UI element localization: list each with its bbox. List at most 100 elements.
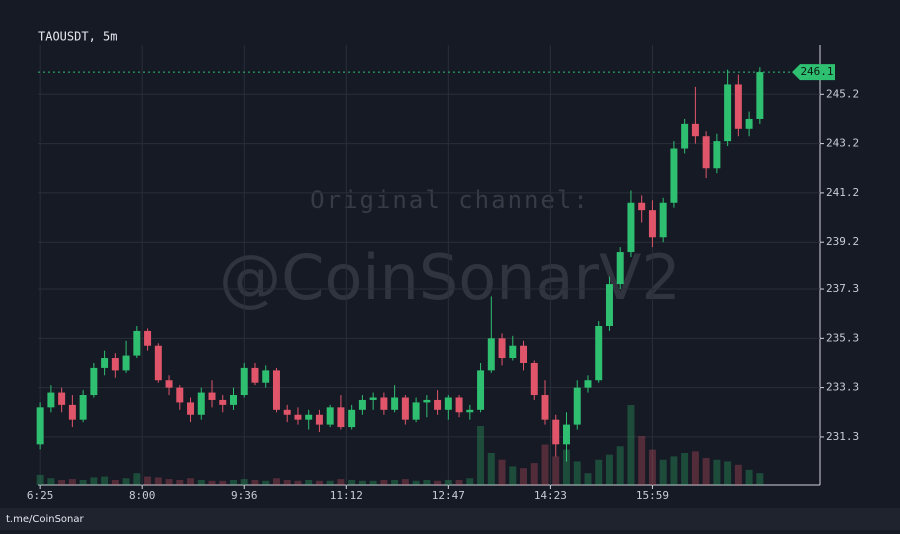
- y-tick-label: 233.3: [826, 381, 859, 394]
- candle-body: [487, 338, 495, 371]
- candle-body: [122, 355, 130, 371]
- candle-body: [337, 407, 345, 428]
- candle-body: [412, 402, 420, 420]
- volume-bar: [101, 476, 109, 485]
- volume-bar: [144, 476, 152, 485]
- volume-bar: [358, 480, 366, 485]
- volume-bar: [466, 478, 474, 485]
- y-tick-label: 231.3: [826, 430, 859, 443]
- candle-body: [713, 141, 721, 169]
- candle-body: [627, 202, 635, 253]
- volume-bar: [509, 466, 517, 485]
- candle-body: [573, 387, 581, 425]
- candle-body: [154, 345, 162, 381]
- candle-body: [90, 367, 98, 396]
- volume-bar: [294, 480, 302, 485]
- candle-body: [391, 397, 399, 410]
- candle-body: [294, 414, 302, 420]
- candle-body: [401, 397, 409, 420]
- volume-bar: [444, 479, 452, 485]
- volume-bar: [187, 478, 195, 485]
- volume-bar: [111, 479, 119, 485]
- volume-bar: [272, 478, 280, 485]
- volume-bar: [326, 480, 334, 485]
- x-tick-label: 6:25: [27, 489, 54, 502]
- y-tick-label: 235.3: [826, 331, 859, 344]
- volume-bar: [724, 461, 732, 485]
- volume-bar: [734, 464, 742, 485]
- volume-bar: [745, 469, 753, 485]
- x-tick-label: 9:36: [231, 489, 258, 502]
- candle-body: [477, 370, 485, 410]
- candle-body: [702, 136, 710, 169]
- last-price-label: 246.1: [800, 65, 833, 78]
- candle-body: [434, 399, 442, 410]
- watermark: Original channel:: [310, 186, 590, 214]
- volume-bar: [659, 459, 667, 485]
- candle-body: [58, 392, 66, 405]
- volume-bar: [616, 446, 624, 485]
- volume-bar: [47, 478, 55, 485]
- candle-body: [283, 409, 291, 415]
- volume-bar: [638, 436, 646, 485]
- volume-bar: [412, 480, 420, 485]
- footer-bar: [0, 508, 900, 530]
- volume-bar: [122, 478, 130, 485]
- candle-body: [380, 397, 388, 410]
- candle-body: [444, 397, 452, 410]
- volume-bar: [401, 479, 409, 485]
- candle-body: [187, 402, 195, 415]
- candle-body: [724, 84, 732, 142]
- y-tick-label: 241.2: [826, 186, 859, 199]
- volume-bar: [219, 480, 227, 485]
- candle-body: [530, 362, 538, 396]
- volume-bar: [563, 449, 570, 485]
- candle-body: [734, 84, 742, 129]
- volume-bar: [90, 477, 98, 485]
- x-tick-label: 14:23: [534, 489, 567, 502]
- volume-bar: [165, 479, 173, 485]
- volume-bar: [58, 479, 66, 485]
- volume-bar: [230, 479, 237, 485]
- candle-body: [79, 395, 87, 420]
- candle-body: [47, 392, 55, 408]
- volume-bar: [552, 456, 560, 485]
- candle-body: [520, 345, 528, 363]
- candle-body: [144, 330, 152, 346]
- candle-body: [509, 345, 517, 359]
- candle-body: [240, 367, 248, 396]
- volume-bar: [36, 474, 44, 485]
- candle-body: [681, 123, 689, 149]
- candle-body: [208, 392, 216, 400]
- volume-bar: [595, 459, 603, 485]
- volume-bar: [702, 458, 710, 485]
- candle-body: [315, 414, 323, 425]
- candle-body: [595, 326, 603, 381]
- candle-body: [165, 380, 173, 388]
- candle-body: [230, 395, 237, 405]
- last-price-tag: [792, 64, 835, 81]
- candle-body: [68, 404, 76, 420]
- candle-body: [369, 397, 377, 400]
- watermark: @CoinSonarV2: [219, 241, 681, 314]
- volume-bar: [176, 479, 184, 485]
- volume-bar: [197, 479, 205, 485]
- volume-bar: [573, 461, 581, 485]
- y-tick-label: 239.2: [826, 235, 859, 248]
- y-tick-label: 245.2: [826, 87, 859, 100]
- volume-bar: [434, 480, 442, 485]
- volume-bar: [315, 480, 323, 485]
- volume-bar: [605, 454, 613, 485]
- volume-bar: [337, 479, 345, 485]
- x-tick-label: 11:12: [330, 489, 363, 502]
- volume-bar: [380, 479, 388, 485]
- volume-bar: [681, 453, 689, 485]
- candle-body: [251, 367, 259, 383]
- volume-bar: [369, 480, 377, 485]
- candle-body: [36, 407, 44, 445]
- chart-title: TAOUSDT, 5m: [38, 30, 117, 44]
- y-tick-label: 237.3: [826, 282, 859, 295]
- volume-bar: [627, 405, 635, 485]
- volume-bar: [487, 453, 495, 485]
